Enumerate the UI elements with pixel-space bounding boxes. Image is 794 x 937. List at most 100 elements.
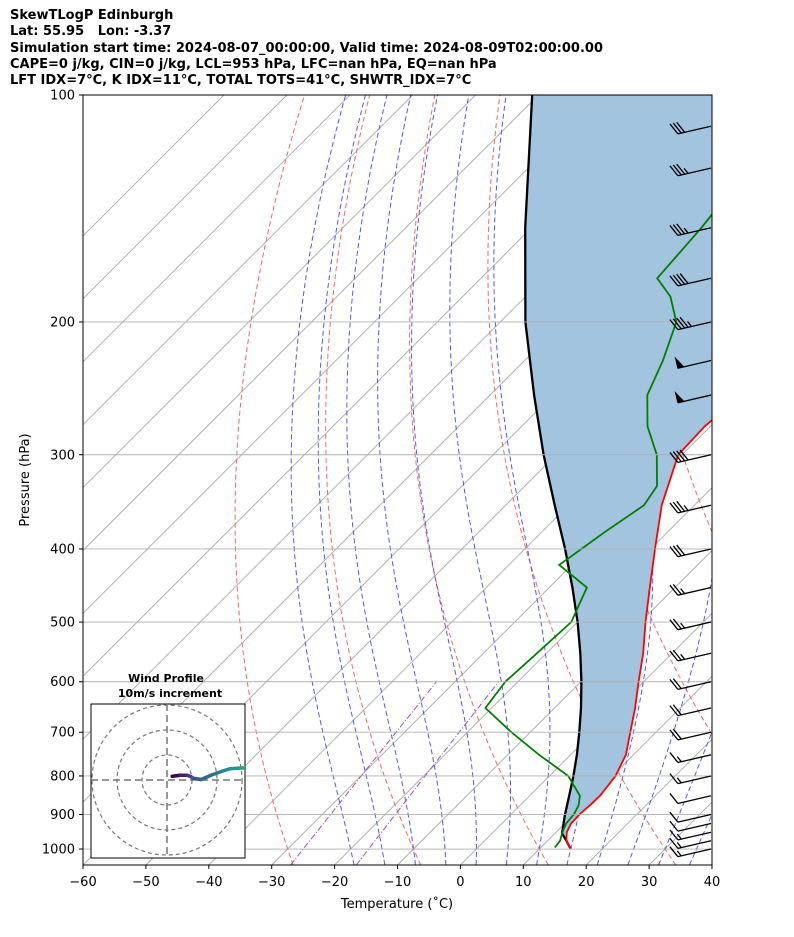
wind-barb bbox=[669, 618, 712, 631]
dry-adiabat-line bbox=[761, 95, 794, 865]
wind-barb bbox=[669, 837, 712, 850]
wind-barb bbox=[669, 829, 712, 841]
x-tick-label: −30 bbox=[258, 875, 285, 890]
hodograph-segment bbox=[209, 769, 224, 777]
isotherm-line bbox=[775, 95, 794, 865]
isotherm-line bbox=[334, 486, 712, 865]
hodograph-segment bbox=[199, 773, 214, 782]
parcel-profile-line bbox=[524, 95, 583, 850]
moist-adiabat-line bbox=[290, 95, 355, 865]
chart-title: SkewTLogP Edinburgh bbox=[10, 8, 174, 23]
wind-barb bbox=[669, 752, 712, 764]
isotherm-line bbox=[83, 95, 288, 300]
moist-adiabat-line bbox=[377, 95, 447, 865]
wind-barb bbox=[669, 163, 712, 177]
y-tick-label: 1000 bbox=[42, 843, 75, 858]
x-tick-label: 10 bbox=[515, 875, 532, 890]
wind-barb bbox=[669, 121, 712, 135]
y-axis: 100 200 300 400 500 600 700 800 900 1000 bbox=[42, 89, 83, 858]
moist-adiabat-line bbox=[346, 95, 416, 865]
hodograph-segment bbox=[298, 777, 314, 778]
isotherm-line bbox=[83, 95, 602, 615]
wind-barb bbox=[669, 223, 712, 237]
x-tick-label: 40 bbox=[704, 875, 721, 890]
y-tick-label: 100 bbox=[50, 89, 75, 104]
y-tick-label: 800 bbox=[50, 769, 75, 784]
plot-area bbox=[83, 95, 794, 865]
isotherm-line bbox=[83, 95, 225, 237]
wind-barb bbox=[669, 544, 712, 558]
x-tick-label: 0 bbox=[456, 875, 464, 890]
moist-adiabat-line bbox=[658, 730, 712, 865]
index-line: LFT IDX=7°C, K IDX=11°C, TOTAL TOTS=41°C… bbox=[10, 73, 472, 89]
wind-barb bbox=[669, 678, 712, 691]
dry-adiabat-line bbox=[409, 95, 549, 865]
y-tick-label: 600 bbox=[50, 675, 75, 690]
moist-adiabat-line bbox=[449, 95, 511, 865]
cape-line: CAPE=0 j/kg, CIN=0 j/kg, LCL=953 hPa, LF… bbox=[10, 56, 497, 72]
wind-barb bbox=[669, 649, 712, 662]
moist-adiabat-line bbox=[493, 95, 551, 865]
wind-barb bbox=[674, 391, 712, 404]
mixing-ratio-lines bbox=[290, 681, 499, 865]
isotherm-line bbox=[83, 95, 539, 552]
dry-adiabat-line bbox=[487, 95, 677, 865]
hodograph-subtitle: 10m/s increment bbox=[118, 687, 222, 700]
wind-barb bbox=[669, 811, 712, 823]
mixing-ratio-line bbox=[290, 681, 437, 865]
hodograph-title: Wind Profile bbox=[128, 672, 204, 685]
x-tick-label: −50 bbox=[132, 875, 159, 890]
y-tick-label: 200 bbox=[50, 315, 75, 330]
wind-barb bbox=[669, 583, 712, 596]
dry-adiabat-line bbox=[234, 95, 305, 865]
isotherm-line bbox=[145, 298, 712, 865]
x-tick-label: −20 bbox=[321, 875, 348, 890]
hodograph-segment bbox=[228, 766, 243, 771]
x-tick-label: −40 bbox=[195, 875, 222, 890]
wind-barb bbox=[669, 846, 712, 858]
isotherm-line bbox=[397, 549, 712, 865]
x-tick-label: −10 bbox=[384, 875, 411, 890]
y-tick-label: 500 bbox=[50, 616, 75, 631]
moist-adiabat-line bbox=[720, 95, 794, 865]
mixing-ratio-line bbox=[355, 681, 499, 865]
moist-adiabat-line bbox=[317, 95, 386, 865]
y-tick-label: 400 bbox=[50, 542, 75, 557]
moist-adiabat-line bbox=[411, 95, 477, 865]
wind-barbs bbox=[669, 121, 712, 858]
isotherm-line bbox=[83, 95, 476, 489]
hodograph-plot bbox=[91, 704, 314, 858]
isotherm-line bbox=[83, 95, 414, 426]
x-axis: −60 −50 −40 −30 −20 −10 0 10 20 30 40 bbox=[69, 865, 720, 890]
wind-barb bbox=[669, 316, 712, 331]
cape-shading bbox=[525, 95, 712, 846]
x-tick-label: 20 bbox=[578, 875, 595, 890]
hodograph-segment bbox=[272, 767, 283, 776]
hodograph-segment bbox=[262, 767, 273, 768]
hodograph-segment bbox=[251, 768, 262, 769]
x-axis-label: Temperature (˚C) bbox=[340, 896, 453, 912]
y-tick-label: 300 bbox=[50, 448, 75, 463]
wind-barb bbox=[669, 728, 712, 741]
isotherm-line bbox=[522, 675, 712, 865]
wind-barb bbox=[669, 273, 712, 287]
time-line: Simulation start time: 2024-08-07_00:00:… bbox=[10, 40, 603, 56]
wind-barb bbox=[669, 449, 712, 464]
wind-barb bbox=[669, 773, 712, 785]
x-tick-label: 30 bbox=[641, 875, 658, 890]
chart-title-block: SkewTLogP Edinburgh Lat: 55.95 Lon: -3.3… bbox=[10, 8, 603, 89]
wind-barb bbox=[669, 704, 712, 717]
y-axis-label: Pressure (hPa) bbox=[18, 433, 33, 526]
x-tick-label: −60 bbox=[69, 875, 96, 890]
wind-barb bbox=[669, 500, 712, 514]
y-tick-label: 700 bbox=[50, 726, 75, 741]
location-line: Lat: 55.95 Lon: -3.37 bbox=[10, 24, 172, 40]
hodograph-inset: Wind Profile 10m/s increment bbox=[90, 672, 314, 859]
isotherm-line bbox=[83, 95, 351, 363]
dry-adiabat-line bbox=[325, 95, 422, 865]
dewpoint-line bbox=[484, 212, 712, 848]
isotherm-line bbox=[711, 864, 712, 865]
wind-barb bbox=[669, 820, 712, 832]
moist-adiabat-line bbox=[627, 95, 712, 865]
wind-barb bbox=[674, 356, 712, 369]
